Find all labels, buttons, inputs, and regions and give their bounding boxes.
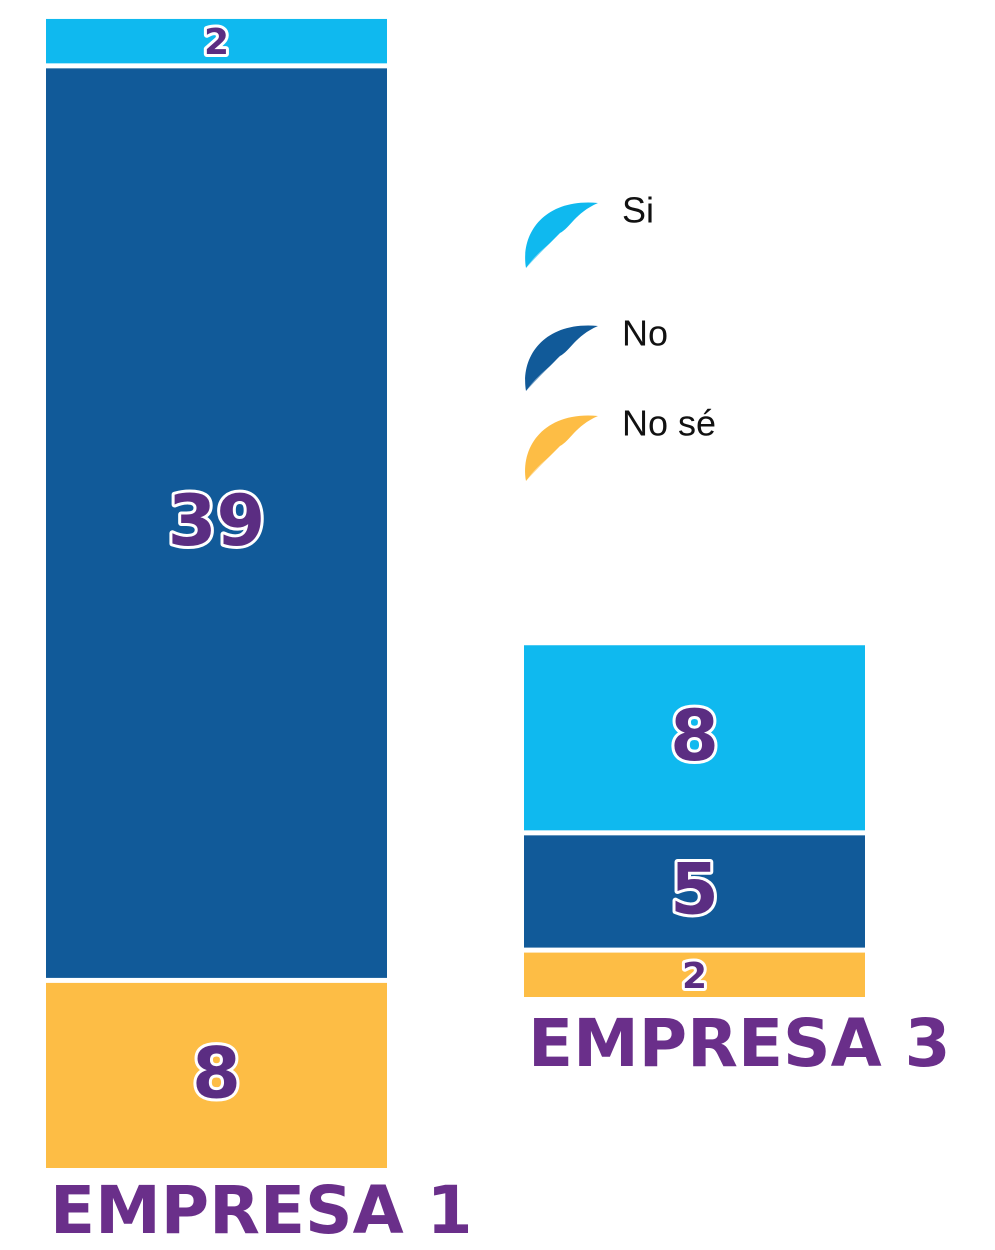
bar-segment bbox=[46, 68, 387, 978]
bar-segment bbox=[524, 952, 865, 997]
legend-icon bbox=[525, 325, 598, 391]
category-label: EMPRESA 1 bbox=[50, 1172, 473, 1249]
category-label: EMPRESA 3 bbox=[528, 1005, 951, 1082]
data-label: 5 bbox=[670, 849, 719, 931]
legend-label: No bbox=[622, 313, 668, 354]
legend-label: Si bbox=[622, 190, 654, 231]
data-label: 8 bbox=[670, 695, 719, 777]
data-label: 2 bbox=[204, 22, 229, 63]
legend-icon-highlight bbox=[526, 217, 590, 268]
data-label: 39 bbox=[168, 480, 265, 562]
legend-item: Si bbox=[525, 190, 654, 268]
bar-segment bbox=[524, 835, 865, 948]
data-label: 8 bbox=[192, 1032, 241, 1114]
legend-icon-highlight bbox=[526, 340, 590, 391]
legend-icon bbox=[525, 415, 598, 481]
legend-icon bbox=[525, 202, 598, 268]
data-label: 2 bbox=[682, 956, 707, 997]
legend-label: No sé bbox=[622, 403, 716, 444]
bar-segment bbox=[524, 645, 865, 831]
bar-segment bbox=[46, 18, 387, 64]
legend-item: No bbox=[525, 313, 668, 391]
bar-segment bbox=[46, 982, 387, 1168]
legend-icon-highlight bbox=[526, 430, 590, 481]
legend-item: No sé bbox=[525, 403, 716, 481]
